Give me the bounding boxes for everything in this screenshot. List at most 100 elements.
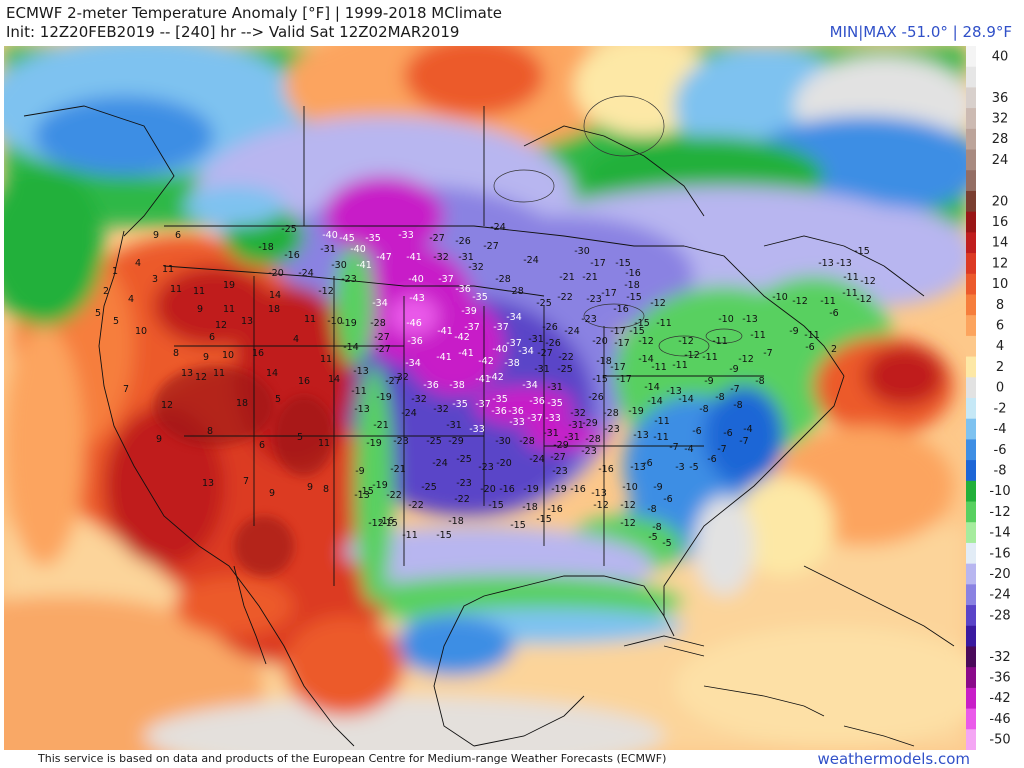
- anomaly-value: -11: [672, 360, 688, 371]
- anomaly-value: -31: [564, 432, 580, 443]
- anomaly-value: -32: [433, 252, 449, 263]
- legend-swatch: [966, 418, 976, 440]
- legend-label: 8: [996, 298, 1004, 313]
- anomaly-value: -15: [626, 292, 642, 303]
- anomaly-value: -13: [836, 258, 852, 269]
- anomaly-value: -15: [592, 374, 608, 385]
- anomaly-value: -6: [829, 308, 838, 319]
- legend-swatch: [966, 563, 976, 585]
- anomaly-value: 9: [156, 434, 162, 445]
- legend-swatch: [966, 398, 976, 420]
- anomaly-value: -9: [704, 376, 713, 387]
- legend-label: -32: [989, 650, 1010, 665]
- anomaly-value: -36: [455, 284, 471, 295]
- legend-swatch: [966, 501, 976, 523]
- anomaly-value: -8: [715, 392, 724, 403]
- anomaly-value: -40: [350, 244, 366, 255]
- anomaly-value: 11: [170, 284, 182, 295]
- anomaly-value: -23: [604, 424, 620, 435]
- anomaly-value: -28: [603, 408, 619, 419]
- anomaly-value: -6: [643, 458, 652, 469]
- anomaly-value: -12: [650, 298, 666, 309]
- anomaly-value: -15: [488, 500, 504, 511]
- anomaly-value: -18: [522, 502, 538, 513]
- anomaly-value: -25: [421, 482, 437, 493]
- anomaly-value: -36: [407, 336, 423, 347]
- anomaly-value: -11: [651, 362, 667, 373]
- anomaly-value: -22: [454, 494, 470, 505]
- anomaly-value: -12: [620, 518, 636, 529]
- legend-label: -16: [989, 546, 1010, 561]
- anomaly-value: -37: [493, 322, 509, 333]
- anomaly-value-labels: -40 -45 -35 -33 -27 -26 -27-24-31 -40-47 -41 -32-…: [95, 222, 876, 549]
- anomaly-value: -27: [375, 344, 391, 355]
- anomaly-value: -13: [633, 430, 649, 441]
- anomaly-value: -13: [818, 258, 834, 269]
- anomaly-value: -19: [366, 438, 382, 449]
- anomaly-value: 12: [215, 320, 227, 331]
- anomaly-value: -20: [592, 336, 608, 347]
- anomaly-value: 11: [318, 438, 330, 449]
- legend-bands: 4036322824201614121086420-2-4-6-8-10-12-…: [966, 46, 1011, 750]
- legend-swatch: [966, 687, 976, 710]
- legend-swatch: [966, 708, 976, 730]
- anomaly-value: -13: [353, 366, 369, 377]
- anomaly-value: -11: [804, 330, 820, 341]
- anomaly-value: -32: [433, 404, 449, 415]
- anomaly-value: 6: [175, 230, 181, 241]
- anomaly-value: -33: [398, 230, 414, 241]
- anomaly-value: -16: [284, 250, 300, 261]
- anomaly-value: -24: [523, 255, 539, 266]
- legend-label: 32: [992, 111, 1009, 126]
- anomaly-value: -41: [437, 326, 453, 337]
- anomaly-value: -7: [717, 444, 726, 455]
- anomaly-value: -29: [582, 418, 598, 429]
- anomaly-value: -33: [469, 424, 485, 435]
- anomaly-value: -27: [550, 452, 566, 463]
- anomaly-value: -12: [792, 296, 808, 307]
- anomaly-value: -45: [339, 233, 355, 244]
- anomaly-value: -31: [446, 420, 462, 431]
- legend-label: -14: [989, 526, 1010, 541]
- anomaly-value: -30: [574, 246, 590, 257]
- anomaly-value: -8: [652, 522, 661, 533]
- site-link[interactable]: weathermodels.com: [817, 750, 970, 768]
- anomaly-value: -7: [763, 348, 772, 359]
- anomaly-value: -34: [405, 358, 421, 369]
- legend-label: -24: [989, 588, 1010, 603]
- anomaly-value: -35: [492, 394, 508, 405]
- anomaly-value: -19: [341, 318, 357, 329]
- legend-label: -42: [989, 691, 1010, 706]
- anomaly-value: -23: [393, 436, 409, 447]
- anomaly-value: 5: [275, 394, 281, 405]
- anomaly-value: -24: [432, 458, 448, 469]
- anomaly-value: -16: [625, 268, 641, 279]
- legend-swatch: [966, 377, 976, 399]
- anomaly-value: -15: [436, 530, 452, 541]
- anomaly-value: 18: [268, 304, 280, 315]
- anomaly-value: -10: [718, 314, 734, 325]
- anomaly-value: -14: [638, 354, 654, 365]
- anomaly-value: 12: [161, 400, 173, 411]
- anomaly-value: -11: [654, 416, 670, 427]
- anomaly-value: -25: [456, 454, 472, 465]
- anomaly-value: -19: [376, 392, 392, 403]
- anomaly-value: -13: [630, 462, 646, 473]
- anomaly-value: -11: [351, 386, 367, 397]
- anomaly-value: -25: [557, 364, 573, 375]
- anomaly-value: 18: [236, 398, 248, 409]
- anomaly-value: -17: [601, 288, 617, 299]
- legend-swatch: [966, 542, 976, 565]
- legend-label: -46: [989, 712, 1010, 727]
- legend-swatch: [966, 232, 976, 254]
- anomaly-value: -38: [449, 380, 465, 391]
- anomaly-value: -5: [662, 538, 671, 549]
- anomaly-value: -19: [372, 480, 388, 491]
- anomaly-value: -35: [547, 398, 563, 409]
- anomaly-value: -18: [258, 242, 274, 253]
- anomaly-value: -13: [666, 386, 682, 397]
- anomaly-value: 2: [831, 344, 837, 355]
- anomaly-value: 13: [181, 368, 193, 379]
- anomaly-value: -29: [448, 436, 464, 447]
- anomaly-value: -18: [448, 516, 464, 527]
